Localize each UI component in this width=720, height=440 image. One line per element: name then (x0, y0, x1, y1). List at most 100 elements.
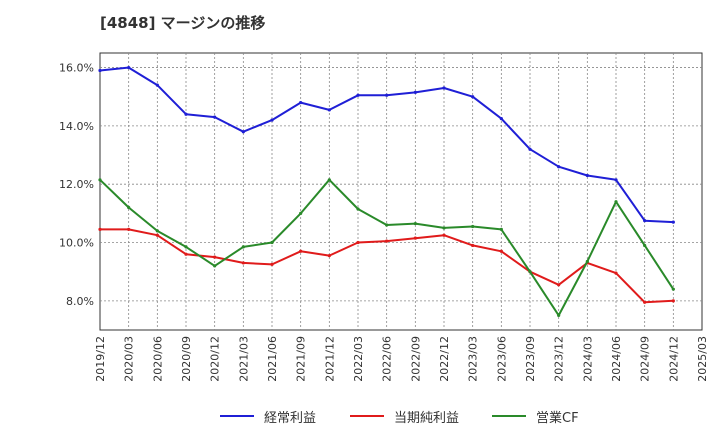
legend-item-operating-cf: 営業CF (492, 404, 579, 428)
x-tick-label: 2022/12 (438, 336, 451, 382)
data-point (127, 227, 131, 232)
y-tick-label: 14.0% (59, 120, 94, 133)
legend-label: 経常利益 (264, 410, 317, 426)
legend-swatch (220, 415, 254, 417)
data-point (413, 221, 417, 226)
data-point (499, 117, 503, 121)
x-tick-label: 2020/09 (180, 336, 193, 382)
data-point (614, 200, 618, 204)
data-point (442, 233, 446, 237)
data-point (614, 178, 618, 182)
data-point (671, 299, 675, 303)
data-point (184, 252, 188, 256)
data-point (270, 118, 274, 122)
plot-area (99, 52, 703, 331)
x-tick-label: 2020/12 (209, 336, 222, 382)
data-point (299, 100, 303, 105)
data-point (213, 115, 217, 119)
data-point (299, 249, 303, 253)
data-point (327, 178, 331, 182)
x-tick-label: 2024/12 (667, 336, 680, 382)
data-point (442, 226, 446, 230)
data-point (299, 211, 303, 215)
x-tick-label: 2021/12 (323, 336, 336, 382)
data-point (585, 259, 589, 264)
data-point (213, 264, 217, 268)
chart-legend: 経常利益 当期純利益 営業CF (0, 404, 720, 428)
y-tick-label: 10.0% (59, 237, 94, 250)
data-point (671, 220, 675, 224)
x-tick-label: 2022/09 (409, 336, 422, 382)
data-point (241, 245, 245, 249)
data-point (356, 207, 360, 211)
x-tick-label: 2025/03 (696, 336, 709, 382)
data-point (413, 236, 417, 240)
data-point (585, 173, 589, 178)
data-point (471, 95, 475, 99)
data-point (643, 219, 647, 223)
data-point (127, 205, 131, 210)
legend-item-ordinary-profit: 経常利益 (220, 404, 316, 428)
legend-swatch (492, 415, 526, 417)
legend-label: 当期純利益 (394, 410, 460, 426)
y-tick-label: 8.0% (66, 295, 94, 308)
data-point (98, 68, 102, 73)
x-tick-label: 2019/12 (94, 336, 107, 382)
data-point (241, 261, 245, 265)
data-point (413, 90, 417, 94)
data-point (385, 239, 389, 243)
data-point (643, 243, 647, 248)
data-point (270, 262, 274, 266)
data-point (557, 283, 561, 287)
data-point (98, 178, 102, 182)
data-point (98, 227, 102, 232)
data-point (528, 147, 532, 151)
x-tick-label: 2021/06 (266, 336, 279, 382)
data-point (442, 86, 446, 90)
data-point (499, 227, 503, 232)
data-point (614, 271, 618, 275)
x-tick-label: 2024/09 (639, 336, 652, 382)
legend-swatch (350, 415, 384, 417)
data-point (184, 112, 188, 116)
data-point (127, 65, 131, 70)
data-point (385, 93, 389, 97)
x-tick-label: 2023/06 (495, 336, 508, 382)
x-tick-label: 2023/09 (524, 336, 537, 382)
data-point (471, 224, 475, 229)
data-point (155, 229, 159, 233)
data-point (385, 223, 389, 227)
data-point (557, 165, 561, 169)
y-tick-label: 12.0% (59, 178, 94, 191)
x-tick-label: 2024/06 (610, 336, 623, 382)
data-point (241, 130, 245, 134)
x-tick-label: 2021/09 (295, 336, 308, 382)
x-tick-label: 2020/03 (123, 336, 136, 382)
x-tick-label: 2022/03 (352, 336, 365, 382)
x-tick-label: 2023/12 (553, 336, 566, 382)
data-point (499, 249, 503, 253)
data-point (557, 313, 561, 318)
chart-title: [4848] マージンの推移 (100, 14, 266, 32)
data-point (471, 243, 475, 248)
x-tick-label: 2024/03 (581, 336, 594, 382)
data-point (356, 240, 360, 245)
x-tick-label: 2021/03 (237, 336, 250, 382)
legend-label: 営業CF (536, 410, 579, 426)
data-point (184, 245, 188, 249)
data-point (528, 270, 532, 274)
data-point (356, 93, 360, 97)
y-tick-label: 16.0% (59, 62, 94, 75)
data-point (671, 287, 675, 291)
data-point (213, 255, 217, 259)
data-point (155, 83, 159, 87)
x-tick-label: 2022/06 (381, 336, 394, 382)
data-point (327, 254, 331, 258)
x-tick-label: 2020/06 (151, 336, 164, 382)
x-tick-label: 2023/03 (467, 336, 480, 382)
data-point (270, 240, 274, 245)
legend-item-net-profit: 当期純利益 (350, 404, 459, 428)
data-point (155, 233, 159, 237)
data-point (327, 108, 331, 112)
